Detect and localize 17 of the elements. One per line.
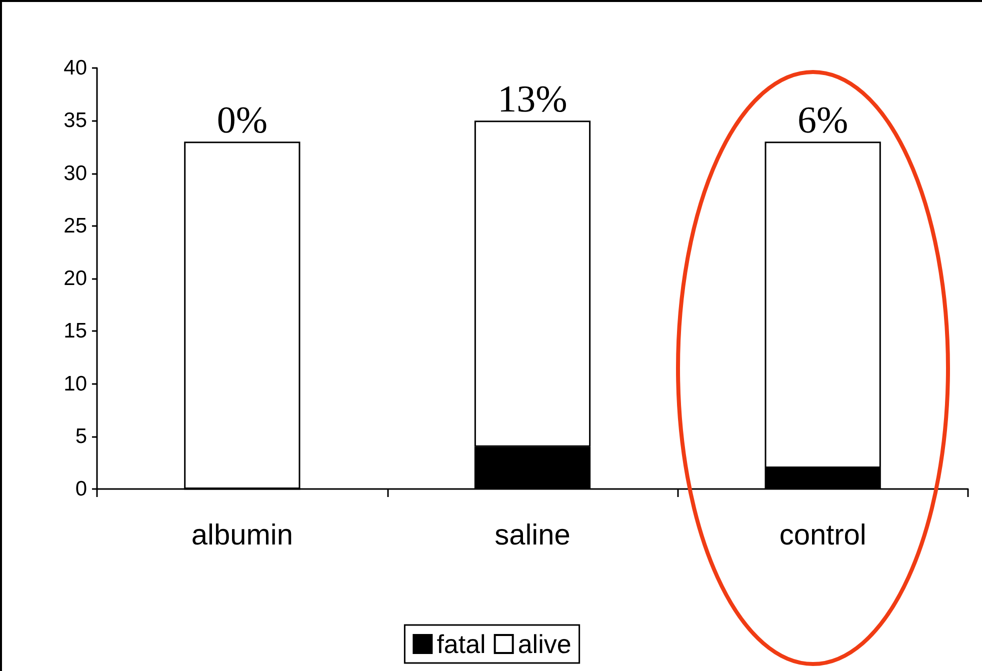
x-tick-label: saline bbox=[494, 520, 570, 552]
x-tick-label: control bbox=[779, 520, 866, 552]
y-tick-label: 5 bbox=[75, 424, 87, 448]
y-tick-label: 10 bbox=[64, 372, 87, 396]
y-tick-label: 25 bbox=[64, 214, 87, 238]
y-tick-label: 40 bbox=[64, 56, 87, 80]
y-tick-label: 15 bbox=[64, 320, 87, 343]
y-tick-label: 20 bbox=[64, 267, 87, 290]
x-tick-label: albumin bbox=[191, 520, 293, 552]
y-tick-label: 30 bbox=[64, 162, 87, 185]
annotation: 6% bbox=[798, 100, 848, 142]
legend-label: fatal bbox=[436, 629, 486, 659]
annotation: 0% bbox=[216, 100, 268, 142]
y-tick-label: 35 bbox=[64, 109, 87, 132]
legend-label: alive bbox=[518, 629, 572, 659]
annotation: 13% bbox=[498, 78, 568, 121]
y-tick-label: 0 bbox=[75, 478, 87, 500]
